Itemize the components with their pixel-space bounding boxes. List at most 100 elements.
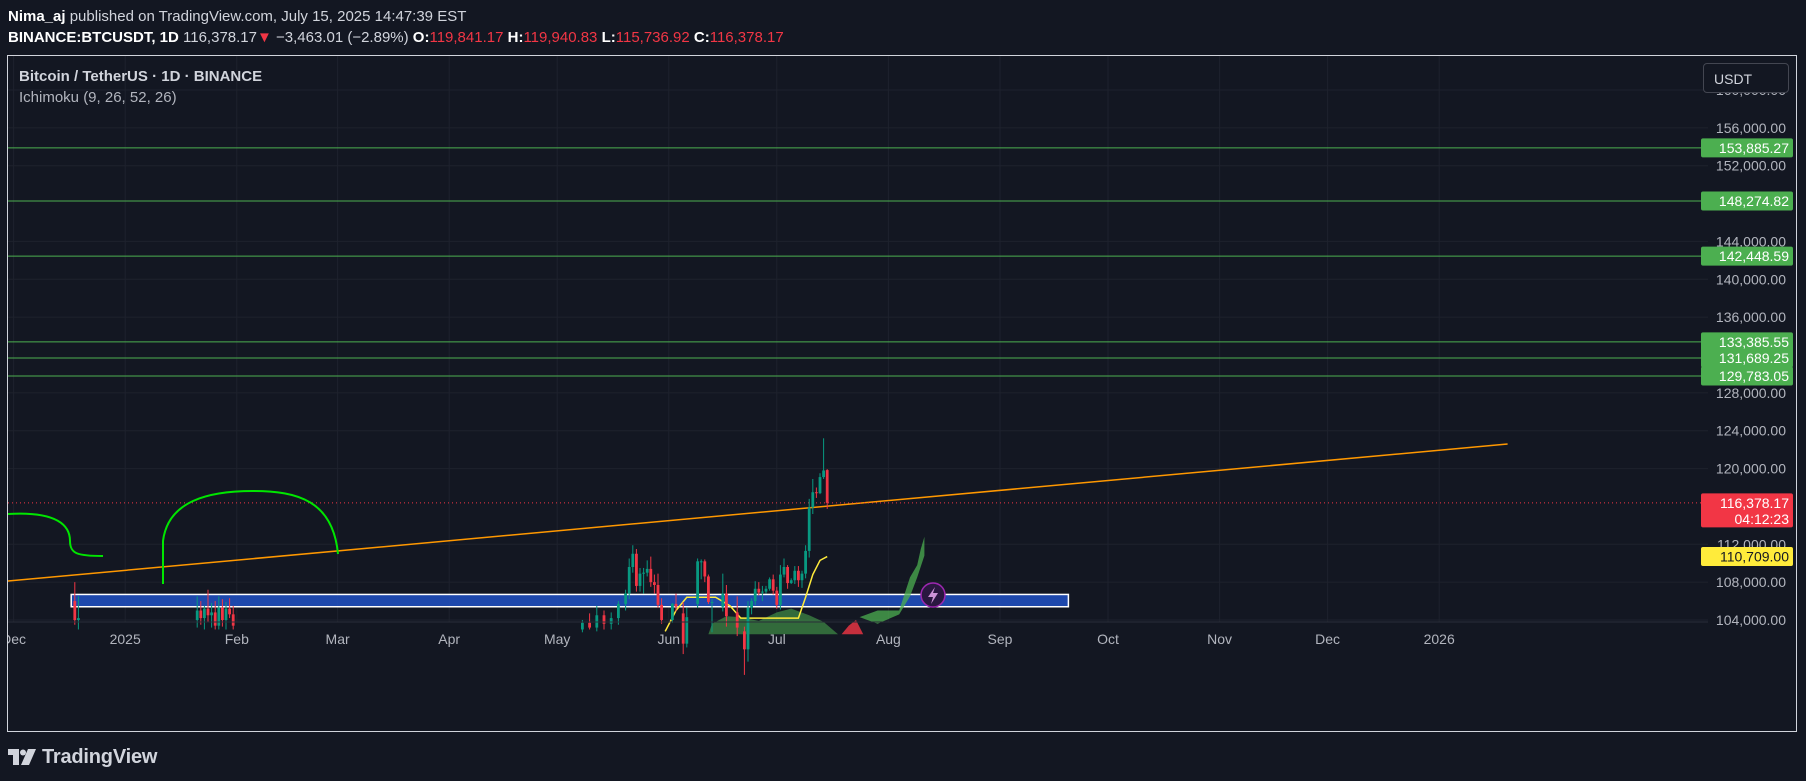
candle-body <box>660 604 663 620</box>
x-tick-label: 2026 <box>1424 631 1455 647</box>
candle <box>725 584 728 627</box>
candle <box>649 556 653 587</box>
close-label: C: <box>693 29 710 46</box>
candle <box>822 438 825 479</box>
candle-body <box>73 601 77 620</box>
candle-body <box>210 612 213 616</box>
candle <box>199 601 203 625</box>
candle <box>624 589 627 611</box>
price-chart[interactable]: Dec 2025 Feb Mar Apr May Jun Jul Aug Sep Oct Nov Dec… <box>8 56 1796 731</box>
candle-body <box>815 492 818 494</box>
y-tick-label: 140,000.00 <box>1716 271 1786 287</box>
y-tick-label: 136,000.00 <box>1716 309 1786 325</box>
lightning-glyph <box>928 587 938 604</box>
candle <box>797 566 800 587</box>
candle <box>753 581 757 605</box>
close-value: 116,378.17 <box>709 29 784 46</box>
symbol-label: BINANCE:BTCUSDT, 1D <box>8 29 179 46</box>
candle <box>707 574 710 604</box>
candle <box>703 559 707 583</box>
candle <box>807 498 811 558</box>
chart-panel[interactable]: Dec 2025 Feb Mar Apr May Jun Jul Aug Sep Oct Nov Dec… <box>7 55 1797 732</box>
candle <box>631 545 635 573</box>
level-price-badge-bg <box>1701 191 1793 211</box>
candle <box>617 601 620 625</box>
candle <box>750 598 753 615</box>
publish-info: published on TradingView.com, July 15, 2… <box>69 8 467 25</box>
candle <box>800 570 804 588</box>
trendline <box>8 443 1508 582</box>
candle-body <box>786 567 789 584</box>
candle-body <box>793 570 797 581</box>
candle <box>764 585 768 594</box>
price-change: −3,463.01 (−2.89%) <box>276 29 409 46</box>
level-price-badge-text: 129,783.05 <box>1719 368 1789 384</box>
candles-group <box>73 438 829 675</box>
y-tick-label: 108,000.00 <box>1716 574 1786 590</box>
candle <box>825 469 829 509</box>
tradingview-brand[interactable]: TradingView <box>8 745 157 769</box>
candle-body <box>588 622 591 628</box>
candle-body <box>800 573 804 581</box>
price-value: 116,378.17 <box>183 29 257 46</box>
level-price-badge-bg <box>1701 138 1793 158</box>
level-price-badge-text: 133,385.55 <box>1719 334 1789 350</box>
publish-line: Nima_aj published on TradingView.com, Ju… <box>8 6 784 27</box>
author-name[interactable]: Nima_aj <box>8 8 66 25</box>
x-tick-label: Oct <box>1097 631 1119 647</box>
candle-body <box>750 601 753 608</box>
currency-button[interactable]: USDT <box>1703 63 1789 93</box>
legend-indicator[interactable]: Ichimoku (9, 26, 52, 26) <box>19 89 177 106</box>
open-value: 119,841.17 <box>429 29 504 46</box>
candle-body <box>206 608 210 616</box>
candle-body <box>721 593 725 607</box>
candle-body <box>656 584 660 605</box>
level-price-badge: 131,689.25 <box>1701 348 1793 368</box>
level-price-badge: 148,274.82 <box>1701 191 1793 211</box>
kijun-price-badge-text: 110,709.00 <box>1720 549 1789 565</box>
low-value: 115,736.92 <box>615 29 690 46</box>
candle-body <box>789 580 793 584</box>
ichimoku-cloud-future <box>859 536 925 624</box>
candle-body <box>602 615 606 624</box>
candle <box>761 585 764 602</box>
candle-body <box>631 553 635 567</box>
down-arrow-icon: ▼ <box>256 29 272 46</box>
x-tick-label: May <box>544 631 570 647</box>
x-tick-label: Mar <box>326 631 350 647</box>
candle-body <box>764 588 768 592</box>
level-price-badge-bg <box>1701 246 1793 266</box>
legend-title[interactable]: Bitcoin / TetherUS · 1D · BINANCE <box>19 68 263 85</box>
ichimoku-cloud-red <box>841 620 864 635</box>
level-price-badge-bg <box>1701 366 1793 386</box>
level-price-badge: 129,783.05 <box>1701 366 1793 386</box>
candle-body <box>743 631 746 650</box>
candle-body <box>228 608 231 615</box>
candle-body <box>707 576 710 603</box>
level-price-badge-text: 148,274.82 <box>1719 193 1789 209</box>
candle-body <box>674 603 678 607</box>
brand-wordmark: TradingView <box>42 745 158 768</box>
candle-body <box>581 622 584 630</box>
level-price-badge-text: 142,448.59 <box>1719 248 1789 264</box>
candle-body <box>753 588 757 602</box>
candle <box>721 573 725 612</box>
candle <box>789 578 793 585</box>
x-tick-label: Apr <box>438 631 460 647</box>
candle-body <box>825 470 829 503</box>
candle-body <box>617 603 620 619</box>
level-price-badge: 153,885.27 <box>1701 138 1793 158</box>
candle <box>804 545 807 579</box>
hand-drawn-curve <box>8 512 104 557</box>
support-zone-rect <box>70 593 1070 608</box>
candle <box>228 598 231 619</box>
candle-body <box>624 593 627 604</box>
x-tick-label: 2025 <box>110 631 141 647</box>
ohlc-line: BINANCE:BTCUSDT, 1D 116,378.17▼ −3,463.0… <box>8 27 784 48</box>
candle <box>77 596 80 630</box>
candle <box>710 599 714 633</box>
grid-lines <box>8 56 1708 622</box>
candle-body <box>797 570 800 581</box>
candle-body <box>735 612 739 628</box>
candle-body <box>807 507 811 551</box>
